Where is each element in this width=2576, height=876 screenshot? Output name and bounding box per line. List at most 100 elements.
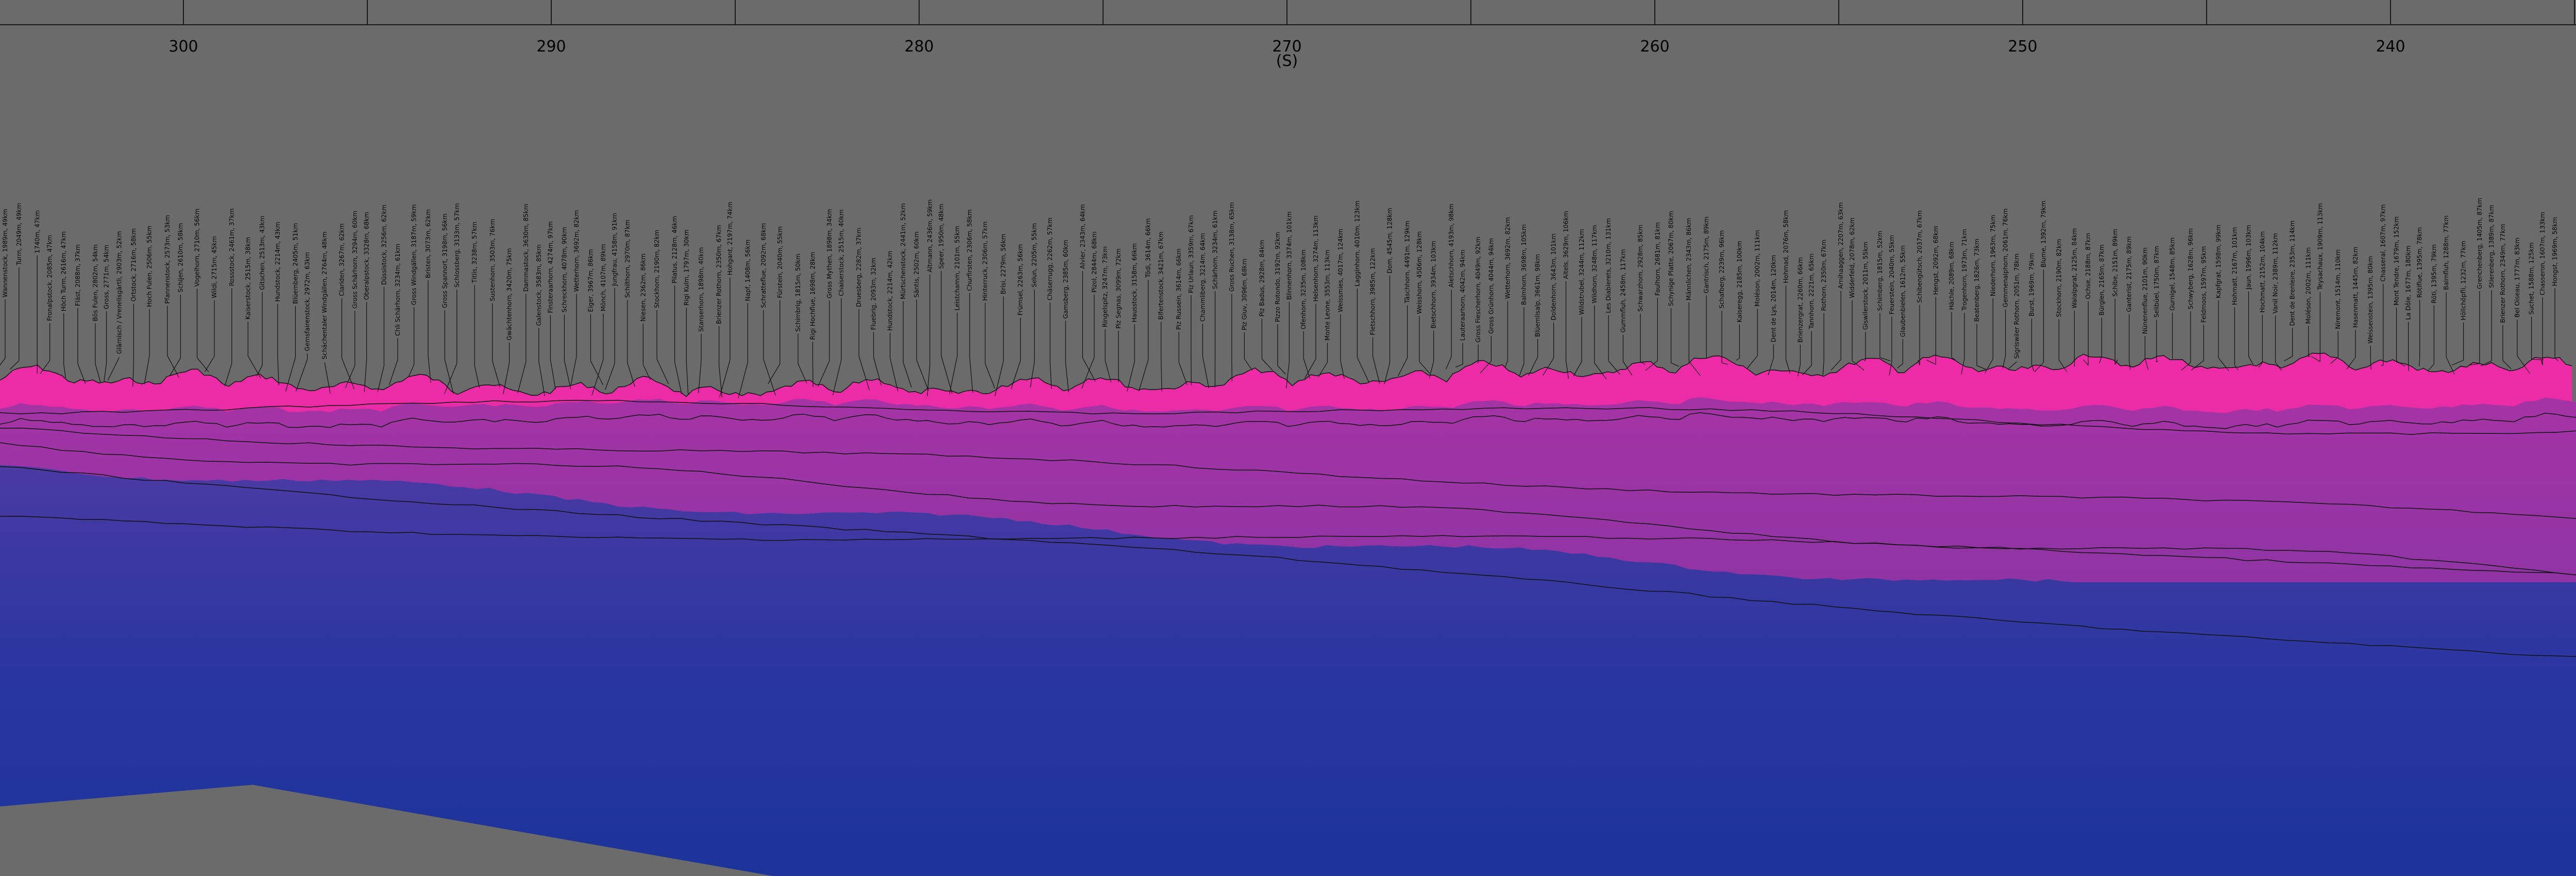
peak-label: Leistchamm, 2101m, 55km: [949, 226, 961, 394]
peak-label: Chammliberg, 3214m, 64km: [1199, 233, 1209, 389]
peak-label: Blinnenhorn, 3374m, 101km: [1285, 211, 1293, 389]
peak-label: Rötiflue, 1395m, 78km: [2416, 227, 2424, 366]
peak-label-text: Gross, 2771m, 54km: [103, 245, 110, 309]
peak-label-text: Pilatus, 2128m, 46km: [671, 216, 679, 283]
peak-label-text: Lauteraarhorn, 4042m, 94km: [1459, 249, 1466, 341]
peak-label-text: Beatenberg, 1826m, 73km: [1973, 239, 1980, 322]
peak-label-text: Höch Turm, 2616m, 47km: [60, 231, 67, 311]
peak-label-text: Pfannenstock, 2573m, 53km: [164, 215, 171, 304]
peak-label-text: Niremont, 1514m, 110km: [2334, 249, 2342, 329]
peak-label-text: Gross Ruchen, 3138m, 65km: [1228, 202, 1235, 292]
peak-label-text: Düssistock, 3256m, 62km: [380, 205, 387, 285]
peak-label: Gamsberg, 2385m, 60km: [1062, 240, 1069, 393]
peak-leader-line: [2517, 356, 2530, 374]
peak-label: Gross Ruchen, 3138m, 65km: [1228, 202, 1235, 381]
peak-leader-line: [2248, 356, 2253, 365]
peak-label: Schynige Platte, 2067m, 80km: [1668, 211, 1680, 367]
peak-label: Mönch, 4107m, 89km: [591, 244, 607, 396]
peak-leader-line: [205, 356, 215, 372]
peak-leader-line: [1030, 362, 1035, 388]
peak-label-text: Finsteraarhorn, 4274m, 97km: [547, 221, 554, 313]
peak-leader-line: [916, 360, 929, 391]
peak-label-text: Gross Mythen, 1898m, 34km: [826, 209, 833, 298]
peak-label-text: Titlis, 3238m, 57km: [471, 222, 478, 283]
peak-leader-line: [63, 364, 66, 378]
peak-label-text: Schibengütsch, 2037m, 67km: [1916, 210, 1923, 303]
peak-leader-line: [345, 365, 355, 389]
peak-label-text: Kaiseregg, 2185m, 100km: [1736, 241, 1743, 322]
peak-label-text: Galenstock, 3583m, 85km: [535, 244, 543, 326]
mid-ridge-line: [0, 412, 2576, 429]
peak-label: Gross Schärhorn, 3294m, 60km: [345, 211, 359, 389]
peak-label: Kaiseregg, 2185m, 100km: [1736, 241, 1743, 361]
peak-leader-line: [686, 362, 689, 395]
peak-label: Säntis, 2502m, 60km: [913, 231, 929, 391]
peak-leader-line: [444, 359, 454, 394]
peak-label: Rossstock, 2461m, 37km: [224, 208, 235, 386]
peak-leader-line: [1340, 361, 1345, 379]
peak-label: Männlichen, 2343m, 86km: [1685, 218, 1701, 376]
peak-label: Beatenberg, 1826m, 73km: [1973, 239, 1986, 370]
peak-leader-line: [167, 355, 179, 378]
peak-leader-line: [1645, 360, 1658, 371]
peak-label: Gitschen, 2513m, 43km: [256, 216, 266, 377]
peak-label-text: Piz Russein, 3614m, 66km: [1175, 248, 1182, 330]
peak-label-text: Blinnenhorn, 3374m, 101km: [1285, 211, 1293, 299]
peak-label: Niederhorn, 1963m, 75km: [1985, 215, 1996, 373]
peak-leader-line: [985, 363, 995, 389]
peak-leader-line: [2144, 358, 2149, 370]
peak-label: Piz Urlaun, 3359m, 67km: [1188, 215, 1195, 386]
peak-label-text: Gummfluh, 2458m, 117km: [1619, 249, 1626, 332]
peak-label: Galenstock, 3583m, 85km: [535, 244, 545, 396]
peak-label: Pizzo Rotondo, 3192m, 92km: [1274, 232, 1286, 375]
peak-label: Moléson, 2002m, 111km: [1747, 230, 1761, 369]
peak-label: Schijen, 2610m, 58km: [170, 223, 184, 376]
peak-leader-line: [285, 357, 296, 392]
peak-label-text: Selun, 2205m, 55km: [1031, 223, 1038, 288]
peak-leader-line: [719, 365, 722, 397]
peak-label-text: Lagginhorn, 4010m, 123km: [1353, 200, 1361, 287]
peak-label-text: Turm, 2049m, 49km: [15, 203, 23, 266]
peak-label-text: Arnihaaggen, 2207m, 63km: [1837, 202, 1844, 289]
peak-label-text: Hohgant, 2197m, 74km: [726, 202, 734, 276]
peak-leader-line: [408, 364, 415, 377]
peak-label-text: Mönch, 4107m, 89km: [600, 244, 607, 311]
peak-label-text: Aletschhorn, 4193m, 98km: [1448, 204, 1455, 288]
peak-label: Teysachaux, 1909m, 113km: [2311, 203, 2324, 362]
peak-label-text: Gemmenalphorn, 2061m, 76km: [2002, 209, 2009, 308]
peak-label-text: Gross Schärhorn, 3294m, 60km: [351, 211, 359, 309]
peak-label-text: Leistchamm, 2101m, 55km: [954, 226, 961, 310]
peak-label: Hasenmatt, 1445m, 82km: [2346, 247, 2359, 370]
peak-label: Monte Leone, 3553m, 113km: [1318, 250, 1331, 377]
peak-label-text: Clariden, 3267m, 62km: [338, 223, 345, 296]
peak-leader-line: [763, 359, 776, 396]
peak-label: Mont Tendre, 1679m, 152km: [2393, 216, 2405, 367]
peak-label-text: Schwyberg, 1628m, 96km: [2187, 228, 2194, 309]
peak-label: Gurnigel, 1548m, 85km: [2169, 238, 2176, 359]
peak-leader-line: [1455, 364, 1463, 367]
peak-label-text: Gitschen, 2513m, 43km: [259, 216, 266, 290]
peak-label-text: Sustenhorn, 3503m, 76km: [489, 219, 496, 301]
peak-label-text: Hasenmatt, 1445m, 82km: [2352, 247, 2359, 328]
peak-label-text: Niederhorn, 1963m, 75km: [1989, 215, 1996, 296]
peak-leader-line: [1261, 359, 1273, 371]
peak-label: Dammastock, 3630m, 85km: [517, 204, 530, 393]
terrain-contour-line: [0, 442, 2576, 576]
peak-leader-line: [2218, 358, 2229, 371]
peak-label-text: Bifertenstock, 3421m, 67km: [1158, 231, 1165, 319]
peak-label-text: Fronalpstock, 2085m, 47km: [46, 235, 54, 321]
peak-label-text: Weissmies, 4017m, 124km: [1337, 229, 1344, 312]
peak-label-text: Hochmatt, 2152m, 104km: [2259, 231, 2266, 313]
peak-leader-line: [2034, 362, 2044, 373]
peak-leader-line: [2330, 357, 2338, 364]
terrain-layers: [0, 353, 2576, 876]
peak-leader-line: [1010, 360, 1021, 390]
peak-leader-line: [388, 360, 398, 385]
peak-label-text: Brienzer Rothorn, 2349m, 77km: [2499, 224, 2506, 323]
peak-label: Brienzer Rothorn, 2350m, 67km: [716, 225, 723, 397]
peak-label: Täschhorn, 4491m, 129km: [1398, 221, 1411, 376]
peak-leader-line: [364, 359, 367, 392]
peak-label-text: Schratteflue, 2092m, 68km: [760, 223, 767, 308]
peak-leader-line: [590, 361, 604, 385]
